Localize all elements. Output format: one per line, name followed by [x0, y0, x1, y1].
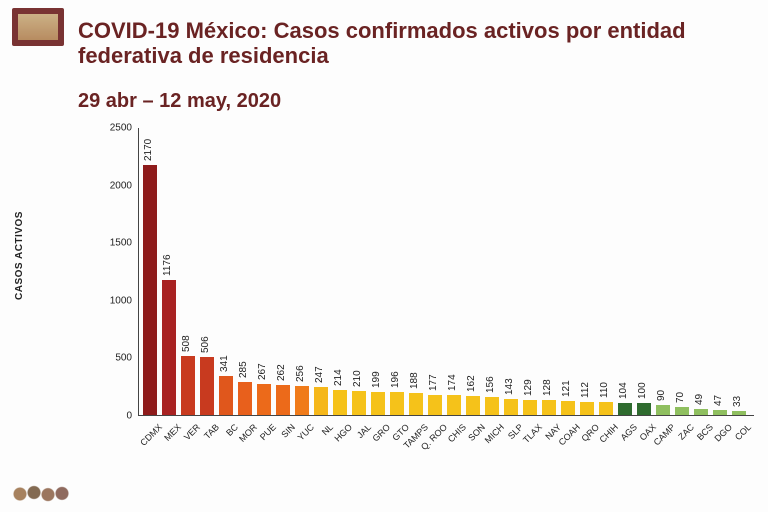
- y-tick: 1500: [102, 238, 132, 249]
- bar-chart: 2170CDMX1176MEX508VER506TAB341BC285MOR26…: [62, 128, 754, 476]
- bar: [618, 403, 632, 415]
- bar-value: 177: [428, 374, 439, 391]
- bar: [485, 397, 499, 415]
- bar-value: 49: [694, 394, 705, 405]
- bar: [466, 396, 480, 415]
- bar-value: 33: [732, 396, 743, 407]
- bar-value: 1176: [162, 254, 173, 276]
- bar-value: 256: [295, 365, 306, 382]
- bar: [181, 356, 195, 415]
- bar: [675, 407, 689, 415]
- bar: [295, 386, 309, 415]
- bar: [599, 402, 613, 415]
- bar-value: 196: [390, 372, 401, 389]
- bar-value: 128: [542, 380, 553, 397]
- bar: [656, 405, 670, 415]
- bar: [371, 392, 385, 415]
- bar: [561, 401, 575, 415]
- bar-value: 70: [675, 392, 686, 403]
- bar: [162, 280, 176, 415]
- bar: [694, 409, 708, 415]
- bar: [200, 357, 214, 415]
- footer-illustration: [6, 476, 76, 506]
- bar: [257, 384, 271, 415]
- bar: [447, 395, 461, 415]
- bar-value: 267: [257, 364, 268, 381]
- chart-frame: COVID-19 México: Casos confirmados activ…: [0, 0, 768, 512]
- bar: [390, 392, 404, 415]
- bar-value: 110: [599, 382, 610, 398]
- y-tick: 2000: [102, 180, 132, 191]
- bar: [276, 385, 290, 415]
- bar-value: 262: [276, 364, 287, 381]
- y-tick: 2500: [102, 123, 132, 134]
- bar: [637, 403, 651, 415]
- bar-value: 199: [371, 371, 382, 388]
- bar: [504, 399, 518, 415]
- bar-value: 210: [352, 370, 363, 387]
- bar-value: 156: [485, 376, 496, 393]
- bar: [238, 382, 252, 415]
- bar-value: 214: [333, 370, 344, 387]
- bar-value: 285: [238, 361, 249, 378]
- bar: [523, 400, 537, 415]
- bar: [428, 395, 442, 415]
- bar: [542, 400, 556, 415]
- bar-value: 143: [504, 378, 515, 395]
- bar-value: 104: [618, 382, 629, 399]
- bar: [314, 387, 328, 415]
- bar-value: 129: [523, 379, 534, 396]
- bar-value: 188: [409, 373, 420, 390]
- bar-value: 247: [314, 366, 325, 383]
- bar: [713, 410, 727, 415]
- y-axis-label: CASOS ACTIVOS: [14, 211, 25, 300]
- y-tick: 1000: [102, 295, 132, 306]
- bar-value: 508: [181, 336, 192, 353]
- bar-value: 47: [713, 394, 724, 405]
- bar-value: 90: [656, 390, 667, 401]
- y-tick: 0: [102, 411, 132, 422]
- bar-value: 506: [200, 336, 211, 353]
- bar: [732, 411, 746, 415]
- bar-value: 112: [580, 382, 591, 398]
- bar: [333, 390, 347, 415]
- plot-area: 2170CDMX1176MEX508VER506TAB341BC285MOR26…: [138, 128, 754, 416]
- bar: [580, 402, 594, 415]
- chart-title: COVID-19 México: Casos confirmados activ…: [78, 18, 756, 69]
- bar-value: 100: [637, 383, 648, 400]
- gov-logo: [12, 8, 64, 46]
- bar: [219, 376, 233, 415]
- bar-value: 2170: [143, 139, 154, 161]
- bar-value: 341: [219, 355, 230, 372]
- bar: [143, 165, 157, 415]
- bar: [409, 393, 423, 415]
- bar-value: 174: [447, 374, 458, 391]
- bar: [352, 391, 366, 415]
- chart-date-range: 29 abr – 12 may, 2020: [78, 90, 281, 113]
- bar-value: 121: [561, 380, 572, 397]
- y-tick: 500: [102, 353, 132, 364]
- bar-value: 162: [466, 376, 477, 393]
